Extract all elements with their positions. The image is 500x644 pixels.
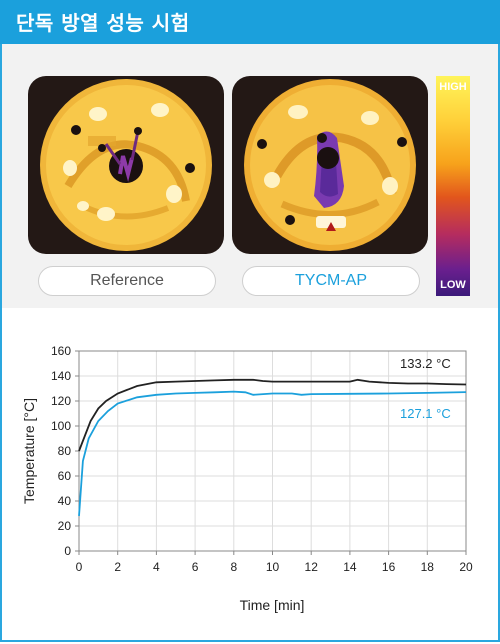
x-tick-label: 10 — [266, 560, 280, 574]
header-title: 단독 방열 성능 시험 — [16, 11, 190, 35]
scale-low-label: LOW — [440, 279, 466, 291]
chart-ticks: 0 2 4 6 8 10 12 14 16 18 20 0 20 40 60 80 100 120 140 160 — [51, 344, 473, 574]
y-tick-label: 40 — [58, 494, 72, 508]
x-axis-label: Time [min] — [240, 597, 305, 613]
y-tick-label: 80 — [58, 444, 72, 458]
temperature-color-scale: HIGH LOW — [436, 76, 470, 296]
x-tick-label: 8 — [230, 560, 237, 574]
series-line-tycm-ap — [78, 390, 467, 517]
scale-high-label: HIGH — [439, 81, 467, 93]
temperature-chart: 0 2 4 6 8 10 12 14 16 18 20 0 20 40 60 80 100 120 140 160 1… — [21, 344, 473, 613]
label-tycm-ap-text: TYCM-AP — [295, 272, 367, 289]
series-line-reference — [78, 378, 467, 452]
label-tycm-ap: TYCM-AP — [242, 266, 420, 296]
header-bar: 단독 방열 성능 시험 — [0, 0, 500, 44]
label-reference-text: Reference — [90, 272, 164, 289]
y-tick-label: 160 — [51, 344, 71, 358]
x-tick-label: 6 — [192, 560, 199, 574]
annotation-tycm-value: 127.1 °C — [400, 406, 451, 421]
x-tick-label: 14 — [343, 560, 357, 574]
y-tick-label: 140 — [51, 369, 71, 383]
y-tick-label: 0 — [64, 544, 71, 558]
thermal-image-reference — [28, 76, 224, 254]
thermal-image-tycm-ap — [232, 76, 428, 254]
y-tick-label: 100 — [51, 419, 71, 433]
y-axis-label: Temperature [°C] — [21, 398, 37, 504]
y-tick-label: 120 — [51, 394, 71, 408]
x-tick-label: 20 — [459, 560, 473, 574]
x-tick-label: 12 — [305, 560, 319, 574]
y-tick-label: 20 — [58, 519, 72, 533]
x-tick-label: 18 — [421, 560, 435, 574]
y-tick-label: 60 — [58, 469, 72, 483]
annotation-reference-value: 133.2 °C — [400, 356, 451, 371]
x-tick-label: 0 — [76, 560, 83, 574]
x-tick-label: 4 — [153, 560, 160, 574]
x-tick-label: 2 — [114, 560, 121, 574]
label-reference: Reference — [38, 266, 216, 296]
chart-series — [78, 378, 467, 517]
x-tick-label: 16 — [382, 560, 396, 574]
